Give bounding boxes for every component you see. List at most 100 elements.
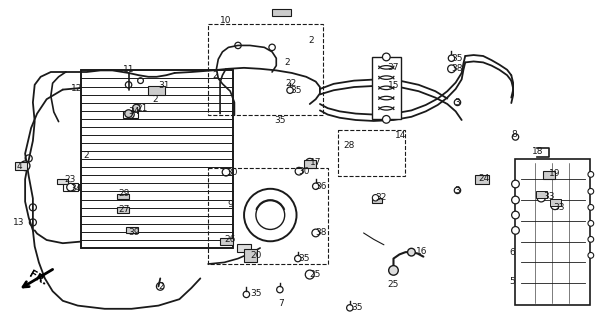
Circle shape [295,255,301,262]
Text: 35: 35 [274,116,285,125]
Text: 31: 31 [158,81,170,90]
Text: 20: 20 [250,251,261,260]
Bar [220,238,233,245]
Bar [338,130,405,176]
Circle shape [512,196,519,204]
Text: 23: 23 [65,175,76,184]
Bar [63,183,78,191]
Text: 2: 2 [152,95,158,104]
Text: 34: 34 [129,107,140,116]
Circle shape [277,286,283,293]
Circle shape [20,161,30,171]
Text: 32: 32 [376,193,387,202]
Text: 30: 30 [298,167,309,176]
Text: 5: 5 [509,277,515,286]
Bar [304,160,316,168]
Text: 26: 26 [224,235,236,244]
Circle shape [313,183,319,189]
Bar [126,227,138,233]
Circle shape [512,227,519,234]
Text: 2: 2 [212,71,218,80]
Circle shape [243,291,249,298]
Bar [475,175,489,184]
Circle shape [454,187,460,194]
Text: 2: 2 [308,36,313,44]
Text: 35: 35 [298,254,309,263]
Circle shape [245,250,255,260]
Circle shape [256,201,285,229]
Text: 11: 11 [123,65,134,74]
Text: 10: 10 [220,16,231,25]
Text: 30: 30 [226,168,237,177]
Text: 27: 27 [118,205,130,214]
Circle shape [454,99,460,106]
Bar [237,244,251,252]
Text: 29: 29 [118,189,130,198]
Circle shape [383,53,390,61]
Text: 19: 19 [549,169,560,178]
Bar [372,198,382,203]
Circle shape [312,229,319,237]
Bar [536,191,547,198]
Bar [244,249,257,262]
Text: 35: 35 [352,303,363,312]
Circle shape [127,111,134,118]
Bar [117,207,129,213]
Bar [543,171,555,179]
Circle shape [306,158,314,167]
Text: 21: 21 [136,104,148,113]
Text: 2: 2 [284,58,289,67]
Text: 17: 17 [310,158,321,167]
Text: 38: 38 [316,228,327,237]
Text: 37: 37 [388,63,399,72]
Text: 8: 8 [511,130,517,139]
Text: 14: 14 [395,131,406,140]
Text: 16: 16 [416,247,427,256]
Text: 25: 25 [310,270,321,279]
Bar [208,24,323,115]
Bar [272,9,291,16]
Circle shape [588,188,594,194]
Text: 6: 6 [509,248,515,257]
Text: 2: 2 [158,282,164,291]
Circle shape [389,266,398,275]
Circle shape [588,172,594,177]
Text: 7: 7 [278,300,284,308]
Circle shape [537,194,545,202]
Text: 18: 18 [532,147,544,156]
Bar [372,57,401,119]
Bar [81,70,233,248]
Text: 9: 9 [227,200,233,209]
Circle shape [448,55,454,61]
Bar [15,162,27,170]
Bar [57,179,68,184]
Text: 28: 28 [344,141,355,150]
Text: 35: 35 [290,86,301,95]
Circle shape [588,204,594,210]
Text: 13: 13 [13,218,25,227]
Text: 38: 38 [451,64,463,73]
Text: FR.: FR. [27,269,49,287]
Bar [123,111,138,118]
Text: 3: 3 [454,186,460,195]
Text: 35: 35 [451,54,463,63]
Bar [117,194,129,199]
Circle shape [373,195,379,201]
Circle shape [347,305,353,311]
Text: 25: 25 [388,280,399,289]
Circle shape [512,211,519,219]
Circle shape [588,252,594,258]
Circle shape [287,87,293,93]
Circle shape [512,180,519,188]
Circle shape [125,110,132,117]
Text: 35: 35 [250,289,261,298]
Text: 33: 33 [553,203,565,212]
Circle shape [246,251,254,260]
Bar [515,159,590,305]
Bar [81,70,233,248]
Bar [550,199,561,206]
Circle shape [588,236,594,242]
Circle shape [512,134,518,140]
Circle shape [408,248,415,256]
Text: 15: 15 [388,81,399,90]
